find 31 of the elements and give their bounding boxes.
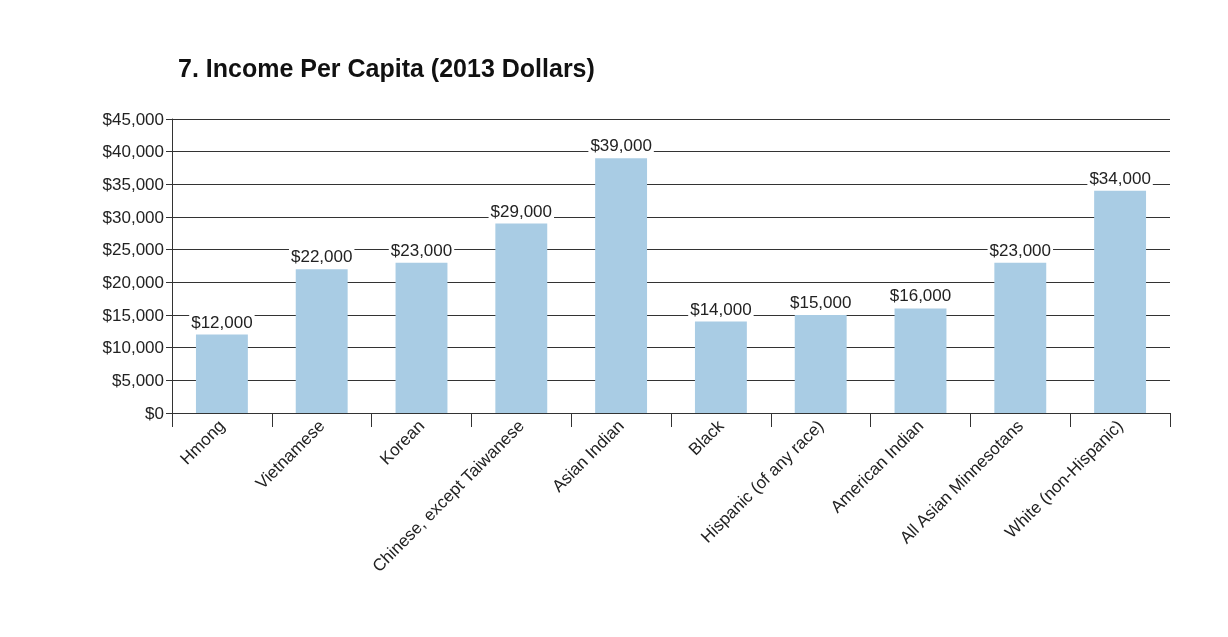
y-tick-label: $0 — [145, 403, 164, 423]
bar — [395, 262, 448, 413]
bar — [495, 223, 548, 413]
data-label: $22,000 — [290, 247, 353, 267]
data-label: $15,000 — [789, 293, 852, 312]
y-tick-label: $30,000 — [102, 207, 164, 227]
y-tick-label: $45,000 — [102, 109, 164, 129]
bar — [1094, 190, 1147, 413]
bar — [894, 308, 947, 413]
data-label: $23,000 — [390, 240, 453, 260]
y-tick-label: $5,000 — [112, 370, 164, 390]
y-tick-label: $35,000 — [102, 174, 164, 194]
y-tick-label: $10,000 — [102, 338, 164, 358]
y-tick-label: $40,000 — [102, 142, 164, 162]
data-label: $16,000 — [889, 286, 952, 306]
bar — [595, 158, 648, 413]
data-label: $29,000 — [490, 201, 553, 221]
y-tick-label: $20,000 — [102, 272, 164, 292]
data-label: $39,000 — [590, 136, 652, 156]
bar — [195, 334, 248, 413]
chart-title: 7. Income Per Capita (2013 Dollars) — [178, 53, 595, 82]
bar — [994, 262, 1047, 413]
data-label: $34,000 — [1089, 168, 1151, 188]
data-label: $14,000 — [690, 299, 752, 319]
bar — [794, 315, 847, 413]
y-tick-label: $15,000 — [102, 305, 164, 325]
y-tick-label: $25,000 — [102, 240, 164, 260]
bar — [295, 269, 348, 413]
data-label: $12,000 — [191, 312, 253, 332]
data-label: $23,000 — [989, 240, 1052, 260]
bar — [694, 321, 747, 413]
